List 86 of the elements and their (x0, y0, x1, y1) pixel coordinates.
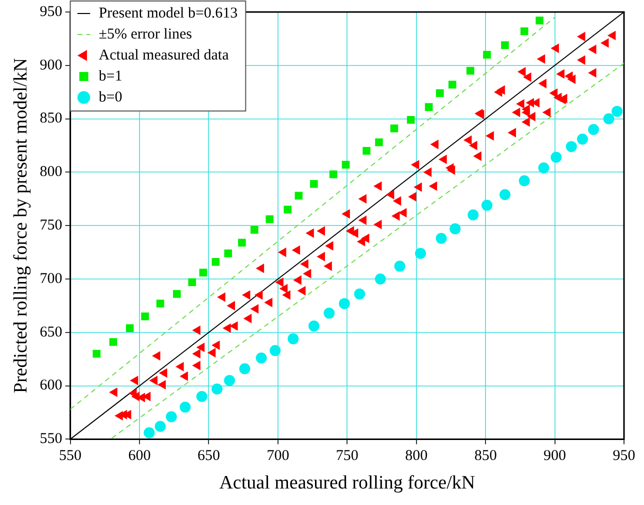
point (520, 27, 528, 36)
point (354, 288, 366, 300)
y-tick-label: 700 (40, 270, 62, 287)
x-tick-label: 850 (474, 448, 497, 464)
point (466, 66, 474, 75)
point (481, 200, 492, 211)
point (324, 308, 335, 319)
point (180, 402, 191, 413)
point (284, 206, 292, 214)
x-tick-label: 650 (197, 448, 220, 464)
point (448, 80, 456, 89)
y-tick-label: 850 (40, 110, 62, 127)
x-tick-label: 550 (59, 448, 82, 464)
point (224, 249, 232, 258)
y-tick-label: 600 (40, 378, 62, 394)
x-tick-label: 950 (612, 448, 636, 464)
point (603, 113, 614, 124)
y-axis-title: Predicted rolling force by present model/kN (10, 58, 32, 394)
point (450, 223, 461, 234)
point (154, 420, 166, 432)
legend-label: ±5% error lines (98, 26, 192, 42)
x-tick-label: 750 (336, 448, 358, 464)
point (212, 258, 220, 266)
point (92, 350, 100, 358)
point (270, 345, 281, 356)
point (126, 324, 134, 332)
point (288, 333, 299, 344)
point (310, 180, 318, 188)
point (362, 146, 370, 155)
point (576, 134, 588, 145)
y-tick-label: 900 (40, 57, 62, 74)
point (166, 411, 177, 422)
legend-label: Actual measured data (98, 47, 230, 64)
point (406, 116, 415, 124)
point (612, 106, 623, 117)
point (394, 260, 406, 272)
x-tick-label: 800 (405, 448, 428, 464)
y-tick-label: 950 (40, 4, 62, 20)
x-axis-title: Actual measured rolling force/kN (219, 472, 476, 494)
point (374, 274, 386, 284)
point (342, 160, 350, 169)
point (144, 427, 155, 438)
point (224, 374, 235, 386)
point (256, 352, 267, 364)
point (294, 192, 303, 200)
legend-label: b=0 (98, 89, 122, 106)
point (196, 390, 208, 402)
point (329, 170, 338, 178)
point (141, 312, 149, 320)
y-tick-label: 750 (40, 218, 62, 234)
point (156, 300, 164, 308)
y-tick-label: 800 (40, 164, 62, 180)
point (483, 50, 491, 59)
point (436, 89, 444, 98)
point (212, 384, 223, 395)
point (308, 320, 320, 332)
point (538, 162, 550, 174)
point (390, 124, 398, 132)
x-tick-label: 900 (544, 448, 566, 464)
point (109, 338, 118, 346)
y-tick-label: 650 (40, 324, 62, 340)
legend-label: b=1 (98, 68, 122, 84)
point (375, 138, 383, 146)
x-tick-label: 700 (266, 448, 290, 464)
point (250, 226, 258, 234)
point (239, 363, 250, 374)
point (468, 209, 479, 220)
point (424, 103, 433, 111)
point (501, 41, 509, 49)
point (518, 175, 530, 186)
point (588, 124, 600, 135)
x-tick-label: 600 (128, 448, 151, 464)
point (550, 152, 562, 163)
point (499, 189, 510, 200)
point (566, 141, 577, 152)
point (199, 268, 208, 276)
legend-label: Present model b=0.613 (98, 5, 238, 22)
point (415, 248, 426, 259)
y-tick-label: 550 (40, 431, 62, 448)
point (238, 238, 246, 247)
point (338, 298, 350, 310)
point (266, 215, 274, 224)
point (536, 16, 544, 24)
point (173, 290, 181, 298)
point (188, 278, 196, 286)
point (436, 232, 447, 244)
